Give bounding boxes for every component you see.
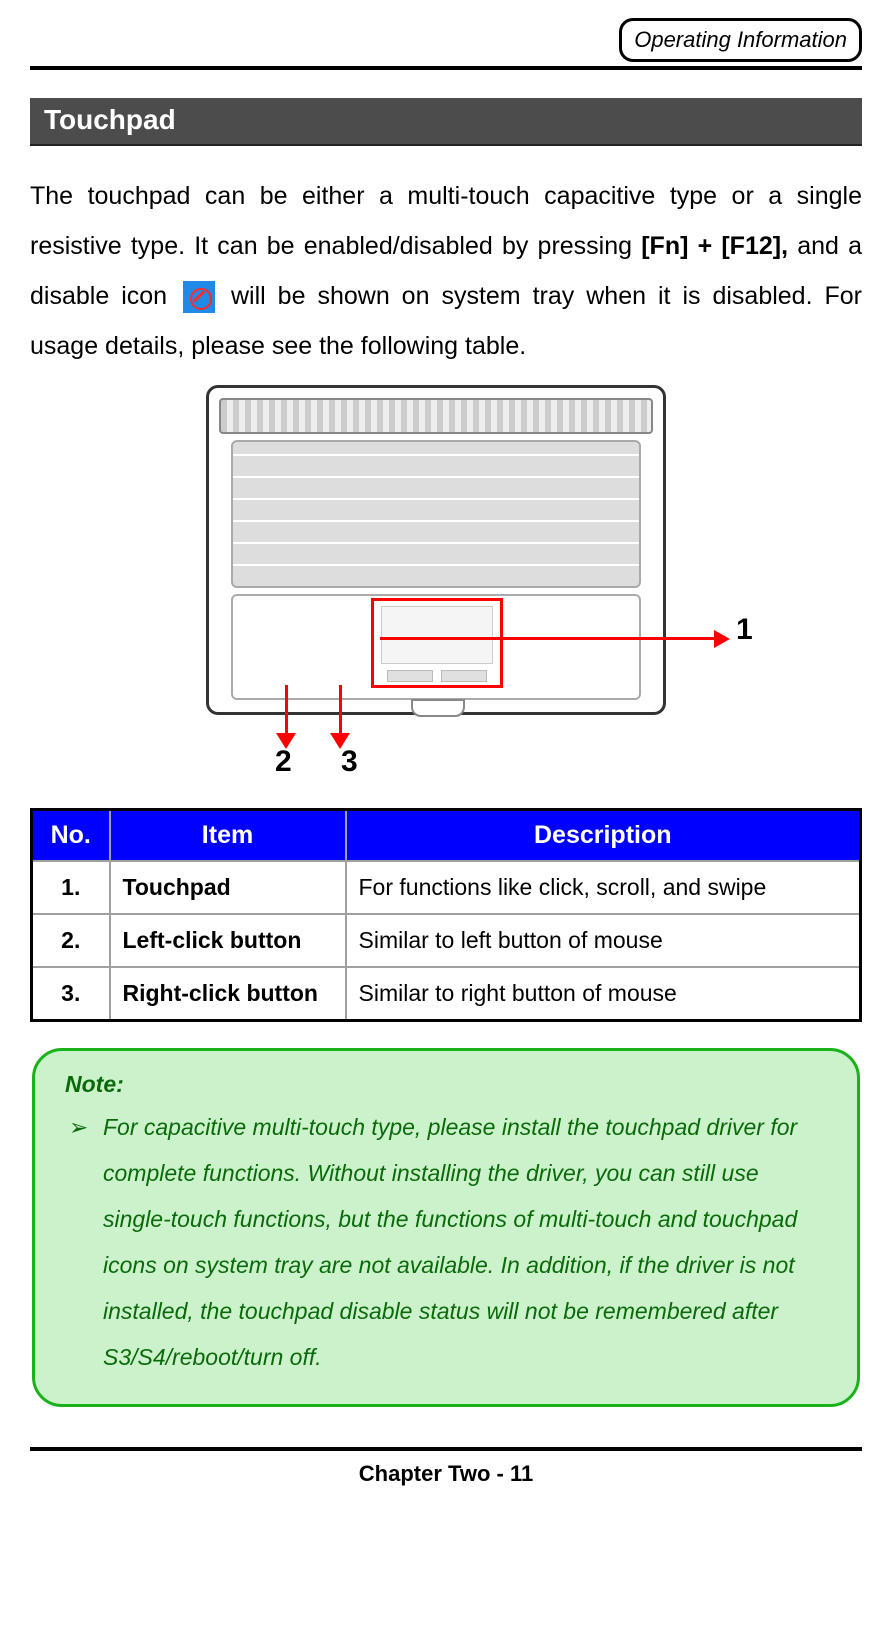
hinge-strip bbox=[219, 398, 653, 434]
table-row: 2. Left-click button Similar to left but… bbox=[32, 914, 861, 967]
keyboard-shortcut: [Fn] + [F12], bbox=[641, 232, 788, 260]
callout-label-1: 1 bbox=[736, 613, 753, 647]
table-row: 1. Touchpad For functions like click, sc… bbox=[32, 861, 861, 914]
callout-label-2: 2 bbox=[275, 745, 292, 779]
cell-item: Right-click button bbox=[110, 967, 346, 1021]
arrow-2-line bbox=[285, 685, 288, 737]
cell-no: 1. bbox=[32, 861, 110, 914]
touchpad-disabled-icon bbox=[183, 281, 215, 313]
cell-no: 3. bbox=[32, 967, 110, 1021]
arrow-1-head bbox=[714, 630, 730, 648]
page: Operating Information Touchpad The touch… bbox=[0, 0, 892, 1637]
th-item: Item bbox=[110, 810, 346, 862]
note-box: Note: For capacitive multi-touch type, p… bbox=[32, 1048, 860, 1407]
table-header-row: No. Item Description bbox=[32, 810, 861, 862]
footer-rule bbox=[30, 1447, 862, 1451]
section-title-bar: Touchpad bbox=[30, 98, 862, 146]
cell-item: Touchpad bbox=[110, 861, 346, 914]
arrow-3-line bbox=[339, 685, 342, 737]
intro-paragraph: The touchpad can be either a multi-touch… bbox=[30, 171, 862, 371]
touchpad-table: No. Item Description 1. Touchpad For fun… bbox=[30, 808, 862, 1022]
cell-item: Left-click button bbox=[110, 914, 346, 967]
callout-label-3: 3 bbox=[341, 745, 358, 779]
header-badge: Operating Information bbox=[619, 18, 862, 62]
cell-no: 2. bbox=[32, 914, 110, 967]
th-no: No. bbox=[32, 810, 110, 862]
laptop-outline bbox=[206, 385, 666, 715]
cell-desc: For functions like click, scroll, and sw… bbox=[346, 861, 861, 914]
th-description: Description bbox=[346, 810, 861, 862]
top-rule bbox=[30, 66, 862, 70]
keyboard-area bbox=[231, 440, 641, 588]
laptop-figure: 1 2 3 bbox=[86, 385, 806, 780]
touchpad-callout-box bbox=[371, 598, 503, 688]
cell-desc: Similar to right button of mouse bbox=[346, 967, 861, 1021]
footer-text: Chapter Two - 11 bbox=[30, 1461, 862, 1487]
latch bbox=[411, 699, 465, 717]
note-title: Note: bbox=[65, 1071, 827, 1098]
note-body: For capacitive multi-touch type, please … bbox=[65, 1104, 827, 1380]
arrow-1-line bbox=[380, 637, 720, 640]
table-row: 3. Right-click button Similar to right b… bbox=[32, 967, 861, 1021]
cell-desc: Similar to left button of mouse bbox=[346, 914, 861, 967]
